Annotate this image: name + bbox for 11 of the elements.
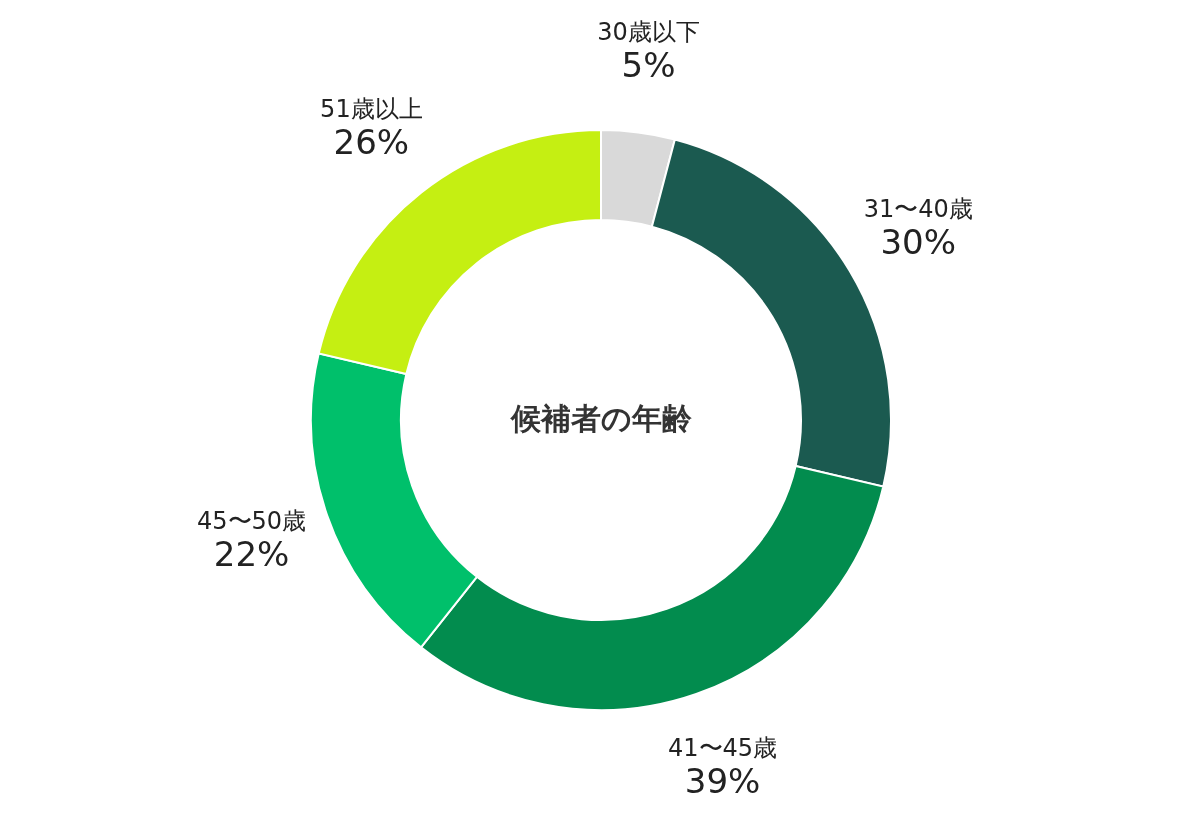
data-label: 39% — [684, 761, 761, 802]
data-label: 5% — [621, 45, 676, 86]
slice-label: 30歳以下 — [597, 18, 700, 47]
slice-label: 41〜45歳 — [668, 734, 778, 763]
slice-label: 45〜50歳 — [197, 506, 307, 535]
slice-label: 51歳以上 — [320, 94, 423, 123]
data-label: 22% — [213, 533, 290, 574]
slice-label: 31〜40歳 — [863, 194, 973, 223]
data-label: 26% — [333, 121, 410, 162]
text: 候補者の年齢 — [509, 401, 692, 436]
data-label: 30% — [880, 221, 956, 262]
